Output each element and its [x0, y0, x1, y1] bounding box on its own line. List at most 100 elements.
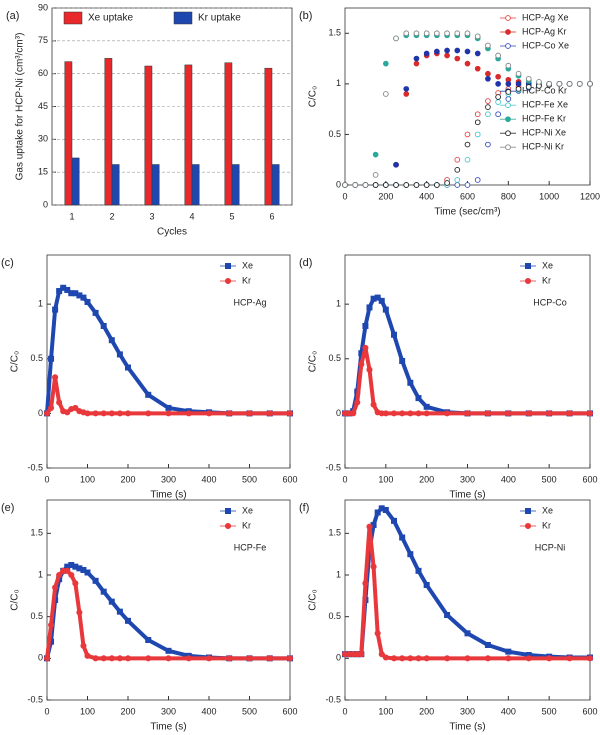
data-point — [48, 404, 55, 411]
data-point — [566, 655, 573, 662]
data-point — [525, 410, 532, 417]
data-point — [444, 612, 451, 618]
data-point — [185, 655, 192, 662]
x-tick-label: 600 — [282, 474, 297, 484]
data-point — [205, 410, 213, 417]
x-tick-label: 200 — [120, 474, 135, 484]
y-tick-label: -0.5 — [325, 462, 341, 472]
data-point — [454, 166, 461, 173]
data-point — [370, 563, 377, 570]
data-point — [515, 70, 522, 77]
data-point — [362, 182, 369, 188]
x-tick-label: 2 — [109, 211, 114, 221]
x-tick-label: 1 — [69, 211, 74, 221]
x-tick-label: 500 — [242, 474, 257, 484]
data-point — [407, 655, 414, 662]
legend-marker — [224, 277, 232, 285]
bar — [111, 164, 120, 206]
data-point — [454, 55, 461, 62]
plot-frame — [46, 254, 291, 469]
legend-label: Kr uptake — [198, 13, 241, 24]
data-point — [84, 569, 91, 576]
x-tick-label: 200 — [419, 474, 434, 484]
y-axis-label: C/C₀ — [10, 589, 21, 610]
x-axis-label: Time (s) — [150, 490, 186, 501]
data-point — [586, 655, 594, 662]
data-point — [382, 60, 389, 67]
data-point — [108, 410, 115, 417]
x-tick-label: 200 — [378, 191, 393, 201]
data-point — [382, 182, 389, 188]
data-point — [413, 30, 420, 37]
data-point — [64, 286, 71, 293]
x-tick-label: 300 — [460, 474, 475, 484]
data-point — [474, 177, 481, 183]
data-point — [587, 81, 593, 87]
x-axis-label: Time (sec/cm³) — [434, 207, 500, 218]
data-point — [546, 81, 553, 87]
y-tick-label: 1 — [336, 78, 341, 88]
x-tick-label: 0 — [342, 191, 347, 201]
data-point — [423, 403, 430, 410]
legend-marker — [224, 522, 232, 530]
data-point — [358, 361, 365, 368]
data-point — [413, 60, 420, 67]
data-point — [185, 410, 192, 417]
bar — [71, 157, 80, 206]
data-point — [495, 81, 501, 87]
data-point — [366, 523, 373, 530]
x-tick-label: 300 — [161, 706, 176, 716]
data-point — [108, 598, 115, 605]
bar — [191, 164, 200, 206]
x-tick-label: 600 — [582, 706, 597, 716]
bar — [144, 65, 153, 206]
data-point — [266, 410, 273, 417]
plot-frame — [344, 254, 591, 469]
x-tick-label: 1200 — [580, 191, 600, 201]
data-point — [423, 30, 430, 37]
data-point — [525, 655, 532, 662]
legend-marker — [225, 263, 231, 269]
data-point — [52, 374, 59, 381]
data-point — [48, 355, 55, 362]
data-point — [246, 410, 253, 417]
data-point — [76, 609, 83, 616]
data-point — [464, 182, 471, 188]
legend-label: Xe — [242, 260, 253, 270]
data-point — [505, 410, 512, 417]
data-point — [464, 655, 471, 662]
data-point — [495, 73, 501, 80]
y-tick-label: 0 — [43, 199, 48, 209]
data-point — [370, 401, 377, 408]
y-tick-label: 0.5 — [30, 353, 43, 363]
series-line — [345, 295, 590, 416]
y-tick-label: 60 — [38, 68, 48, 78]
legend-label: HCP-Ni Xe — [522, 128, 566, 138]
data-point — [226, 655, 233, 662]
data-point — [165, 410, 172, 417]
data-point — [415, 395, 422, 402]
data-point — [165, 647, 172, 654]
y-axis-label: C/C₀ — [308, 589, 319, 610]
data-point — [454, 182, 461, 188]
data-point — [566, 81, 573, 87]
bar — [264, 67, 273, 206]
data-point — [84, 410, 91, 417]
data-point — [546, 410, 553, 417]
data-point — [444, 52, 450, 59]
bar — [104, 58, 113, 206]
data-point — [474, 119, 481, 126]
bar — [231, 164, 240, 206]
x-tick-label: 600 — [460, 191, 475, 201]
data-point — [485, 42, 491, 49]
data-point — [391, 517, 397, 524]
y-tick-label: 1 — [336, 569, 341, 579]
legend-label: Kr — [242, 520, 251, 530]
panel-label: (f) — [299, 502, 309, 514]
data-point — [92, 410, 99, 417]
data-point — [485, 70, 491, 77]
data-point — [72, 404, 79, 411]
data-point — [393, 35, 399, 42]
data-point — [52, 584, 59, 591]
data-point — [390, 410, 398, 417]
